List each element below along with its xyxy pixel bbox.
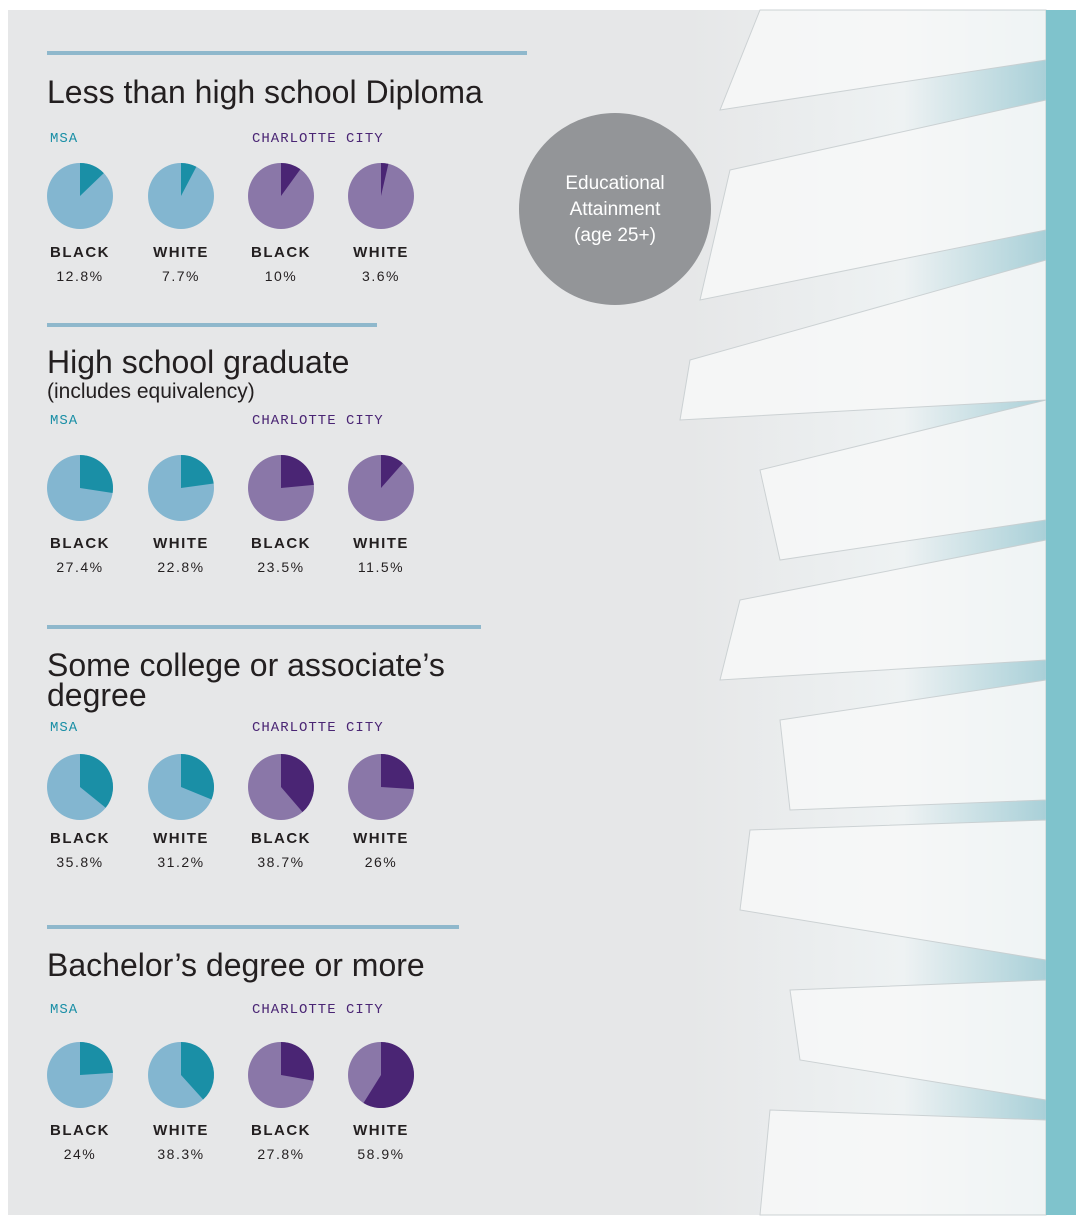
section-title: Less than high school Diploma [47,74,483,110]
pie-slice [281,455,314,488]
pie-slice [181,754,214,800]
item-label: BLACK [50,535,110,552]
item-label: BLACK [251,535,311,552]
group-name: CHARLOTTE CITY [252,720,384,736]
item-value-label: 3.6% [362,268,400,284]
section-subtitle: (includes equivalency) [47,380,255,403]
group-name: CHARLOTTE CITY [252,1002,384,1018]
group-name: CHARLOTTE CITY [252,131,384,147]
pie-slice [381,754,414,790]
group-name: MSA [50,1002,79,1018]
section-rule [47,625,481,629]
pie-slice [80,163,104,196]
item-label: BLACK [251,1122,311,1139]
item-value-label: 10% [264,268,298,284]
item-value-label: 27.4% [56,559,104,575]
item-label: WHITE [353,535,409,552]
item-label: WHITE [353,830,409,847]
item-value-label: 35.8% [56,854,104,870]
pie-slice [80,754,113,808]
item-label: BLACK [251,244,311,261]
section-title: Bachelor’s degree or more [47,947,425,983]
pie-slice [381,455,403,488]
item-value-label: 11.5% [357,559,405,575]
group-name: MSA [50,720,79,736]
section-title: Some college or associate’s degree [47,647,445,713]
badge-text: Educational Attainment (age 25+) [565,173,665,246]
section-rule [47,925,459,929]
item-value-label: 27.8% [257,1146,305,1162]
group-name: MSA [50,131,79,147]
pie-slice [181,163,197,196]
badge-circle [519,113,711,305]
item-label: BLACK [251,830,311,847]
section-rule [47,51,527,55]
section-rule [47,323,377,327]
item-label: WHITE [153,830,209,847]
item-value-label: 31.2% [157,854,205,870]
pie-slice [281,163,301,196]
item-value-label: 38.7% [257,854,305,870]
section-title: High school graduate [47,344,350,380]
item-value-label: 22.8% [157,559,205,575]
pie-slice [281,1042,315,1081]
pie-slice [363,1042,415,1108]
item-label: BLACK [50,244,110,261]
pie-slice [181,1042,215,1100]
item-value-label: 58.9% [357,1146,405,1162]
item-label: WHITE [153,244,209,261]
group-name: MSA [50,413,79,429]
item-value-label: 24% [63,1146,97,1162]
pie-slice [381,163,389,196]
pie-slice [80,455,114,493]
pie-slice [80,1042,113,1075]
item-value-label: 26% [364,854,398,870]
book-shapes [679,9,1047,1216]
item-label: WHITE [153,535,209,552]
item-label: WHITE [153,1122,209,1139]
item-value-label: 23.5% [257,559,305,575]
item-value-label: 38.3% [157,1146,205,1162]
group-name: CHARLOTTE CITY [252,413,384,429]
pie-slice [181,455,214,488]
item-label: WHITE [353,244,409,261]
item-label: WHITE [353,1122,409,1139]
item-label: BLACK [50,830,110,847]
item-value-label: 7.7% [162,268,200,284]
edge-strip [1046,10,1076,1215]
item-value-label: 12.8% [56,268,104,284]
item-label: BLACK [50,1122,110,1139]
pie-slice [281,754,314,813]
